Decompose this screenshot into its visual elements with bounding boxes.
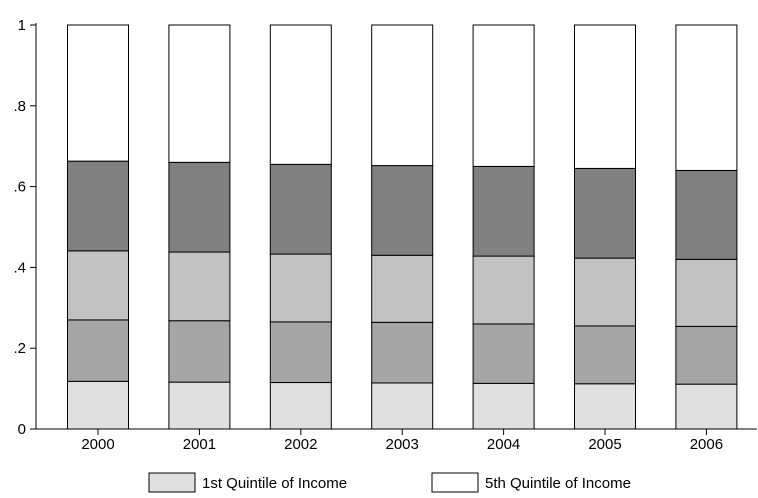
bar-segment-2006-series-1 (675, 383, 738, 430)
bar-segment-2003-series-2 (371, 321, 434, 384)
legend-swatch (148, 472, 196, 493)
bar-segment-2005-series-1 (574, 383, 636, 430)
x-tick-label: 2006 (690, 436, 723, 453)
bar-segment-2003-series-1 (371, 382, 434, 430)
bars (67, 24, 738, 430)
bar-segment-2000-series-3 (67, 250, 129, 321)
x-tick-label: 2002 (284, 436, 317, 453)
bar-segment-2000-series-1 (67, 380, 129, 430)
bar-segment-2002-series-5 (269, 24, 332, 165)
bar-segment-2001-series-3 (168, 251, 231, 322)
legend-label: 5th Quintile of Income (485, 475, 631, 492)
bar-segment-2000-series-2 (67, 319, 129, 382)
y-tick-label: 0 (18, 421, 26, 438)
bar-segment-2000-series-4 (67, 160, 129, 252)
bar-segment-2002-series-1 (269, 382, 332, 430)
x-tick-label: 2004 (487, 436, 520, 453)
y-tick-label: .6 (13, 179, 26, 196)
bar-segment-2001-series-1 (168, 381, 231, 430)
bar-segment-2006-series-3 (675, 258, 738, 327)
legend-label: 1st Quintile of Income (202, 475, 347, 492)
bar-segment-2005-series-3 (574, 257, 636, 327)
x-tick-label: 2003 (386, 436, 419, 453)
bar-segment-2006-series-5 (675, 24, 738, 171)
bar-segment-2002-series-4 (269, 163, 332, 255)
x-tick-label: 2005 (588, 436, 621, 453)
bar-segment-2005-series-2 (574, 325, 636, 385)
x-tick-label: 2000 (81, 436, 114, 453)
bar-segment-2006-series-4 (675, 169, 738, 260)
bar-segment-2001-series-5 (168, 24, 231, 163)
legend-swatch (431, 472, 479, 493)
y-tick-label: .2 (13, 340, 26, 357)
y-tick-label: .4 (13, 259, 26, 276)
bar-segment-2005-series-5 (574, 24, 636, 169)
bar-segment-2003-series-4 (371, 165, 434, 256)
bar-segment-2004-series-5 (472, 24, 535, 167)
bar-segment-2004-series-2 (472, 323, 535, 384)
bar-segment-2001-series-4 (168, 161, 231, 253)
bar-segment-2003-series-3 (371, 254, 434, 323)
bar-segment-2002-series-3 (269, 253, 332, 323)
bar-segment-2003-series-5 (371, 24, 434, 167)
y-axis: 0 .2 .4 .6 .8 1 (13, 17, 37, 438)
legend: 1st Quintile of Income 5th Quintile of In… (148, 472, 631, 493)
bar-segment-2004-series-1 (472, 382, 535, 430)
bar-segment-2004-series-4 (472, 165, 535, 257)
x-tick-label: 2001 (183, 436, 216, 453)
bar-segment-2000-series-5 (67, 24, 129, 162)
x-axis: 2000 2001 2002 2003 2004 2005 2006 (36, 428, 757, 453)
bar-segment-2002-series-2 (269, 321, 332, 384)
bar-segment-2006-series-2 (675, 325, 738, 385)
bar-segment-2001-series-2 (168, 320, 231, 383)
y-tick-label: 1 (18, 17, 26, 34)
bar-segment-2005-series-4 (574, 167, 636, 259)
bar-segment-2004-series-3 (472, 255, 535, 325)
y-tick-label: .8 (13, 98, 26, 115)
